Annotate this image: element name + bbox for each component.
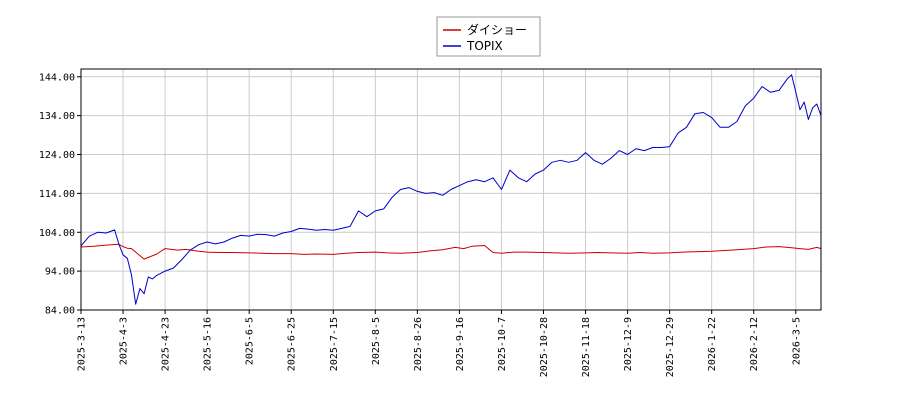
x-tick-label: 2025-10-7 bbox=[497, 317, 508, 371]
x-tick-label: 2025-4-23 bbox=[161, 317, 172, 371]
x-tick-label: 2025-11-18 bbox=[581, 317, 592, 377]
plot-frame bbox=[80, 68, 822, 311]
x-tick-label: 2025-7-15 bbox=[329, 317, 340, 371]
y-tick-label: 104.00 bbox=[39, 228, 75, 239]
x-tick-label: 2025-5-16 bbox=[203, 317, 214, 371]
x-tick-label: 2025-12-9 bbox=[623, 317, 634, 371]
x-tick-label: 2025-6-5 bbox=[245, 317, 256, 365]
y-tick-label: 144.00 bbox=[39, 72, 75, 83]
legend-label-daisho: ダイショー bbox=[467, 22, 527, 37]
y-tick-label: 134.00 bbox=[39, 111, 75, 122]
x-tick-label: 2025-3-13 bbox=[77, 317, 88, 371]
x-tick-label: 2025-8-5 bbox=[371, 317, 382, 365]
x-axis-ticks: 2025-3-13 2025-4-3 2025-4-23 2025-5-16 2025-… bbox=[77, 310, 802, 377]
x-tick-label: 2026-2-12 bbox=[749, 317, 760, 371]
legend-box bbox=[436, 16, 541, 57]
x-tick-label: 2025-10-28 bbox=[539, 317, 550, 377]
y-tick-label: 94.00 bbox=[45, 267, 75, 278]
legend: ダイショー TOPIX bbox=[436, 16, 541, 57]
x-tick-label: 2026-1-22 bbox=[707, 317, 718, 371]
legend-label-topix: TOPIX bbox=[466, 39, 503, 53]
y-tick-label: 114.00 bbox=[39, 189, 75, 200]
y-tick-label: 84.00 bbox=[45, 306, 75, 317]
x-tick-label: 2026-3-5 bbox=[791, 317, 802, 365]
x-tick-label: 2025-8-26 bbox=[413, 317, 424, 371]
series-lines bbox=[80, 74, 822, 305]
x-tick-label: 2025-4-3 bbox=[119, 317, 130, 365]
series-line-0 bbox=[80, 243, 822, 260]
y-axis-ticks: 84.00 94.00 104.00 114.00 124.00 134.00 144.00 bbox=[39, 72, 81, 317]
y-tick-label: 124.00 bbox=[39, 150, 75, 161]
series-line-1 bbox=[80, 74, 822, 305]
x-tick-label: 2025-6-25 bbox=[287, 317, 298, 371]
x-tick-label: 2025-12-29 bbox=[665, 317, 676, 377]
x-tick-label: 2025-9-16 bbox=[455, 317, 466, 371]
